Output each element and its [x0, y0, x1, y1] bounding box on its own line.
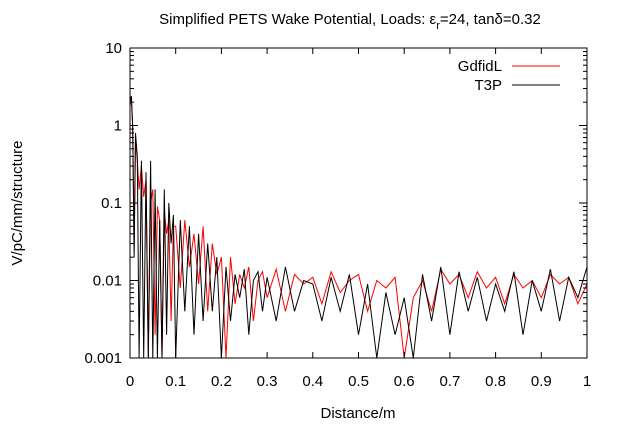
x-tick-label: 0.9 [531, 373, 552, 390]
plot-frame [129, 47, 588, 359]
y-tick-label: 10 [105, 40, 122, 57]
series-line-t3p [129, 95, 588, 359]
x-tick-label: 0.4 [302, 373, 323, 390]
y-tick-label: 1 [114, 118, 122, 135]
chart-title-prefix: Simplified PETS Wake Potential, Loads: ε [159, 11, 436, 28]
y-tick-label: 0.001 [84, 350, 122, 367]
x-tick-label: 0.3 [257, 373, 278, 390]
x-tick-label: 0.7 [439, 373, 460, 390]
y-tick-label: 0.01 [93, 273, 122, 290]
x-tick-label: 0 [126, 373, 134, 390]
x-tick-label: 0.5 [348, 373, 369, 390]
ticks-layer: 0 0.1 0.2 0.3 0.4 0.5 0.6 0.7 0.8 0.9 1 0.001 0.01 0.… [84, 40, 591, 390]
legend: GdfidL T3P [458, 58, 560, 94]
x-tick-label: 0.1 [165, 373, 186, 390]
legend-label-t3p: T3P [474, 77, 502, 94]
chart-title: Simplified PETS Wake Potential, Loads: ε… [159, 11, 541, 32]
chart-title-suffix: =24, tanδ=0.32 [440, 11, 541, 28]
series-line-gdfidl [129, 98, 588, 359]
x-tick-label: 1 [583, 373, 591, 390]
x-tick-label: 0.6 [394, 373, 415, 390]
legend-label-gdfidl: GdfidL [458, 58, 502, 75]
x-tick-label: 0.2 [211, 373, 232, 390]
y-axis-label: V/pC/mm/structure [9, 140, 26, 265]
y-tick-label: 0.1 [101, 195, 122, 212]
series-layer [129, 95, 588, 359]
x-axis-label: Distance/m [320, 405, 395, 422]
x-tick-label: 0.8 [485, 373, 506, 390]
chart-title-subscript: r [436, 20, 440, 32]
